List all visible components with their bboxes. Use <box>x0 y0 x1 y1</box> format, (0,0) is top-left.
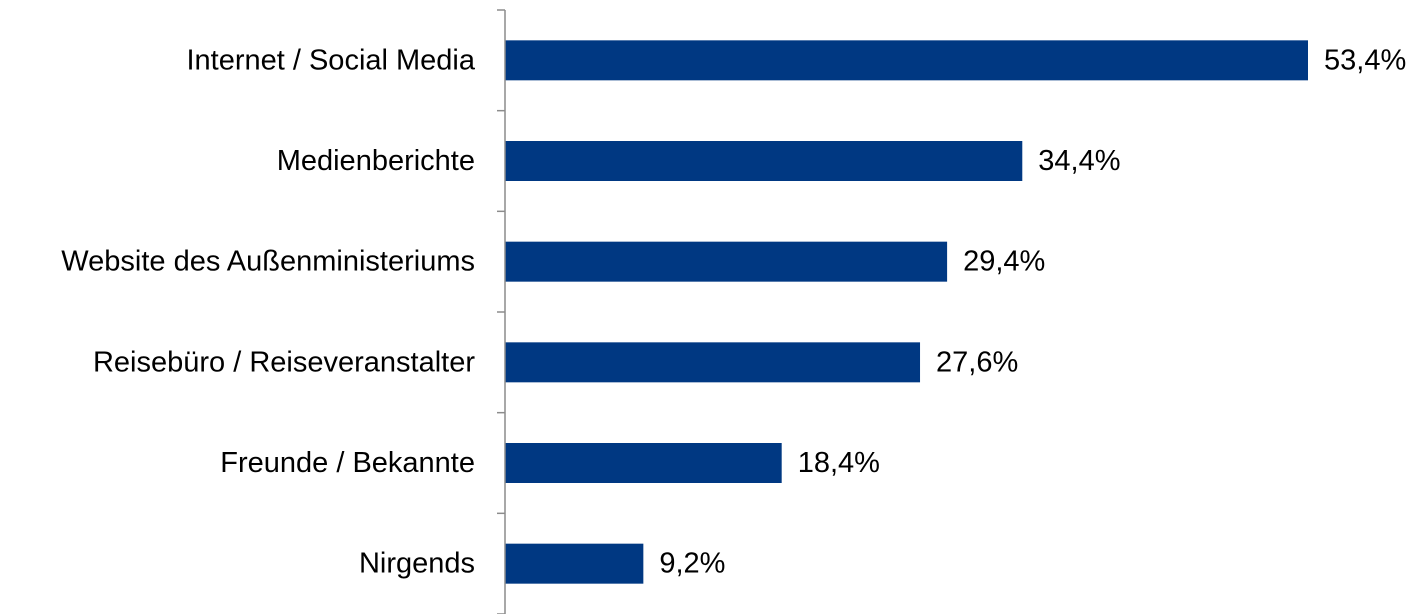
bar-0 <box>505 40 1308 81</box>
bar-5 <box>505 543 644 584</box>
value-label-1: 34,4% <box>1038 145 1120 177</box>
bar-4 <box>505 443 782 483</box>
bar-1 <box>505 141 1023 181</box>
value-label-4: 18,4% <box>798 447 880 479</box>
bars-layer <box>505 40 1308 584</box>
category-axis <box>497 9 506 614</box>
value-label-3: 27,6% <box>936 346 1018 378</box>
bar-2 <box>505 241 948 282</box>
value-label-5: 9,2% <box>659 548 725 580</box>
value-label-0: 53,4% <box>1324 44 1406 76</box>
category-label-1: Medienberichte <box>277 145 475 177</box>
category-label-3: Reisebüro / Reiseveranstalter <box>93 346 475 378</box>
category-labels: Internet / Social Media Medienberichte Web… <box>61 44 476 579</box>
value-label-2: 29,4% <box>963 246 1045 278</box>
category-label-0: Internet / Social Media <box>186 44 475 76</box>
category-label-2: Website des Außenministeriums <box>61 246 475 278</box>
category-label-5: Nirgends <box>359 548 475 580</box>
category-label-4: Freunde / Bekannte <box>220 447 475 479</box>
bar-3 <box>505 342 921 383</box>
value-labels: 53,4% 34,4% 29,4% 27,6% 18,4% 9,2% <box>659 44 1406 579</box>
